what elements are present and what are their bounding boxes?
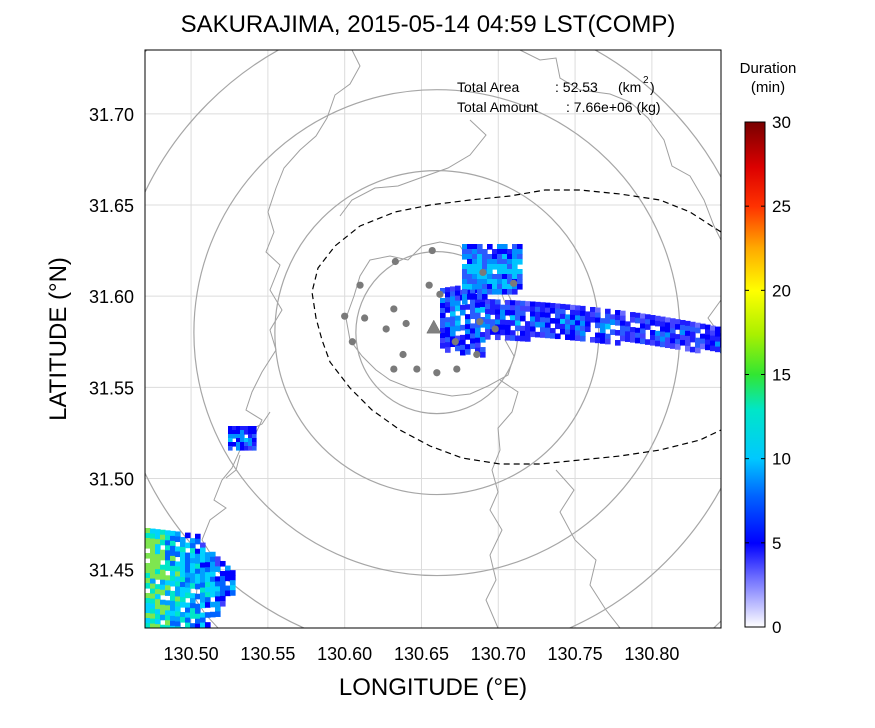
total-amount-label: Total Amount [457,99,538,115]
station-dot [433,369,441,377]
colorbar-tick-label: 25 [772,197,791,216]
coastline-segment [519,50,721,241]
y-axis-label: LATITUDE (°N) [45,257,72,421]
station-dot [341,312,349,320]
detection-boundary [311,189,721,465]
station-dot [390,305,398,313]
station-dot [428,246,436,255]
station-dot [425,281,433,289]
station-dot [390,365,398,373]
x-tick-label: 130.75 [548,644,603,664]
station-dot [491,325,499,333]
station-dot [473,350,481,359]
y-tick-label: 31.60 [89,287,134,307]
total-area-value: : 52.53 [555,79,598,95]
x-tick-label: 130.55 [240,644,295,664]
station-dot [451,338,459,346]
colorbar-tick-label: 5 [772,534,781,553]
coastline-segment [195,50,361,628]
y-tick-labels: 31.70 31.65 31.60 31.55 31.50 31.45 [89,105,134,581]
grid-lines [145,50,721,628]
station-dot [399,350,407,359]
y-tick-label: 31.50 [89,469,134,489]
colorbar-ticks: 30 25 20 15 10 5 0 [745,113,791,637]
station-dot [356,281,364,289]
x-tick-label: 130.70 [471,644,526,664]
colorbar-title: Duration [740,60,797,77]
station-dot [382,325,390,333]
y-tick-label: 31.45 [89,561,134,581]
coastline-segment [485,379,519,628]
station-dot [479,268,487,277]
y-tick-label: 31.70 [89,105,134,125]
total-amount-value: : 7.66e+06 (kg) [566,99,661,115]
x-tick-label: 130.50 [164,644,219,664]
x-tick-label: 130.65 [394,644,449,664]
volcano-vent-icon [426,319,442,334]
station-dot [402,319,410,328]
colorbar-tick-label: 15 [772,366,791,385]
y-tick-label: 31.55 [89,378,134,398]
range-ring [193,89,681,577]
total-area-unit-close: ) [650,79,655,95]
y-tick-label: 31.65 [89,196,134,216]
colorbar-tick-label: 30 [772,113,791,132]
chart-title: SAKURAJIMA, 2015-05-14 04:59 LST(COMP) [181,11,676,38]
station-dot [510,279,518,287]
station-dot [453,365,461,373]
station-dot [348,338,356,346]
x-tick-labels: 130.50 130.55 130.60 130.65 130.70 130.75 130.… [164,644,680,664]
total-area-label: Total Area [457,79,519,95]
coastline-segment [339,119,487,217]
station-dot [391,257,399,266]
colorbar-tick-label: 0 [772,618,781,637]
x-tick-label: 130.60 [317,644,372,664]
station-dot [436,290,444,298]
colorbar-tick-label: 10 [772,450,791,469]
observation-stations [341,246,518,377]
station-dot [361,314,369,322]
coastline-segment [345,241,515,397]
range-ring [355,251,519,415]
coastline-segment [555,469,621,628]
station-dot [413,365,421,373]
colorbar-tick-label: 20 [772,281,791,300]
colorbar-unit: (min) [751,79,785,96]
x-axis-label: LONGITUDE (°E) [339,674,527,701]
station-dot [476,318,484,326]
x-tick-label: 130.80 [624,644,679,664]
total-area-unit-sup: 2 [643,75,649,86]
plot-frame [144,49,722,629]
total-area-unit: (km [618,79,641,95]
